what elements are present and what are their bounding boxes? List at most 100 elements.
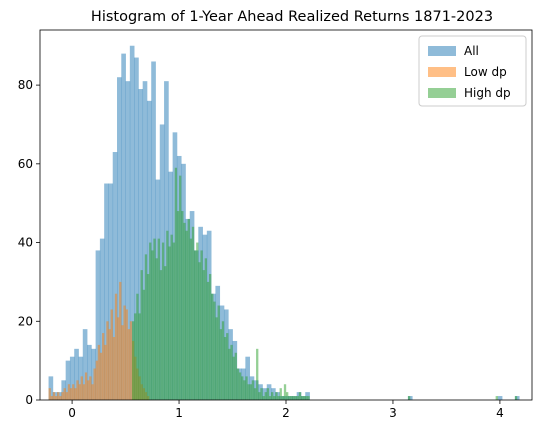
- bar: [273, 396, 276, 400]
- bar: [307, 396, 310, 400]
- bar: [50, 396, 54, 400]
- bar: [65, 392, 68, 400]
- bar: [125, 81, 131, 401]
- bar: [168, 246, 171, 400]
- bar: [151, 250, 154, 400]
- bar: [166, 230, 169, 400]
- bar: [275, 392, 278, 400]
- bar: [495, 396, 498, 400]
- bar: [159, 270, 163, 400]
- bar: [251, 380, 255, 400]
- bar: [54, 396, 58, 400]
- bar: [99, 352, 103, 400]
- bar: [59, 396, 62, 400]
- bar: [262, 396, 265, 400]
- bar: [48, 388, 51, 400]
- bar: [170, 234, 173, 400]
- legend: All Low dp High dp: [418, 35, 527, 107]
- bar: [106, 321, 109, 400]
- bar: [104, 344, 107, 400]
- bar: [176, 211, 180, 400]
- bar: [164, 266, 167, 400]
- bar: [138, 89, 144, 400]
- bar: [104, 183, 109, 400]
- legend-label: Low dp: [464, 65, 507, 79]
- y-tick-label: 0: [25, 393, 33, 407]
- bar: [211, 293, 214, 400]
- x-tick-label: 2: [282, 406, 290, 420]
- bar: [264, 392, 267, 400]
- bar: [234, 352, 237, 400]
- bar: [226, 333, 229, 400]
- bar: [155, 258, 158, 400]
- bar: [303, 396, 306, 400]
- bar: [95, 250, 101, 400]
- bar: [63, 388, 66, 400]
- bar: [271, 392, 274, 400]
- bar: [219, 329, 223, 400]
- series-high-dp: [131, 167, 518, 400]
- bar: [236, 368, 240, 400]
- legend-label: High dp: [464, 86, 511, 100]
- bar: [69, 388, 73, 400]
- x-tick-label: 0: [68, 406, 76, 420]
- x-axis: 0 1 2 3 4: [68, 400, 504, 420]
- bar: [243, 380, 246, 400]
- y-axis: 0 20 40 60 80: [18, 78, 40, 407]
- bar: [266, 388, 270, 400]
- bar: [294, 396, 297, 400]
- bar: [93, 368, 96, 400]
- bar: [497, 396, 503, 400]
- bar: [69, 356, 75, 400]
- bar: [108, 183, 114, 400]
- bar: [238, 372, 242, 400]
- bar: [52, 392, 56, 400]
- x-tick-label: 1: [175, 406, 183, 420]
- bar: [82, 329, 88, 400]
- series-low-dp: [48, 281, 150, 400]
- bar: [121, 53, 126, 401]
- bar: [65, 360, 71, 400]
- bar: [514, 396, 518, 400]
- x-tick-label: 4: [496, 406, 504, 420]
- bar: [76, 380, 79, 400]
- bar: [67, 384, 71, 400]
- bar: [112, 152, 118, 400]
- bar: [127, 329, 131, 400]
- bar: [153, 238, 156, 400]
- bar: [215, 317, 218, 400]
- bar: [149, 242, 152, 400]
- bar: [300, 396, 304, 400]
- bar: [136, 293, 139, 400]
- bar: [185, 230, 188, 400]
- bar: [134, 57, 139, 401]
- bar: [110, 309, 113, 400]
- legend-swatch: [428, 88, 456, 98]
- bar: [223, 337, 227, 400]
- bar: [142, 81, 148, 401]
- bar: [191, 226, 195, 400]
- bar: [286, 392, 289, 400]
- bar: [213, 301, 216, 400]
- y-tick-label: 60: [18, 157, 33, 171]
- bar: [189, 238, 193, 400]
- legend-swatch: [428, 46, 456, 56]
- bar: [290, 396, 293, 400]
- bar: [134, 313, 137, 400]
- bar: [228, 348, 231, 400]
- bar: [181, 211, 184, 400]
- bar: [91, 384, 94, 400]
- bar: [87, 344, 92, 400]
- bar: [198, 262, 201, 400]
- bar: [57, 392, 60, 400]
- bar: [172, 242, 175, 400]
- bar: [87, 380, 90, 400]
- bar: [305, 396, 308, 400]
- bar: [117, 317, 120, 400]
- y-tick-label: 20: [18, 314, 33, 328]
- bar: [283, 384, 287, 400]
- bar: [142, 289, 145, 400]
- bar: [123, 305, 126, 400]
- bar: [232, 356, 235, 400]
